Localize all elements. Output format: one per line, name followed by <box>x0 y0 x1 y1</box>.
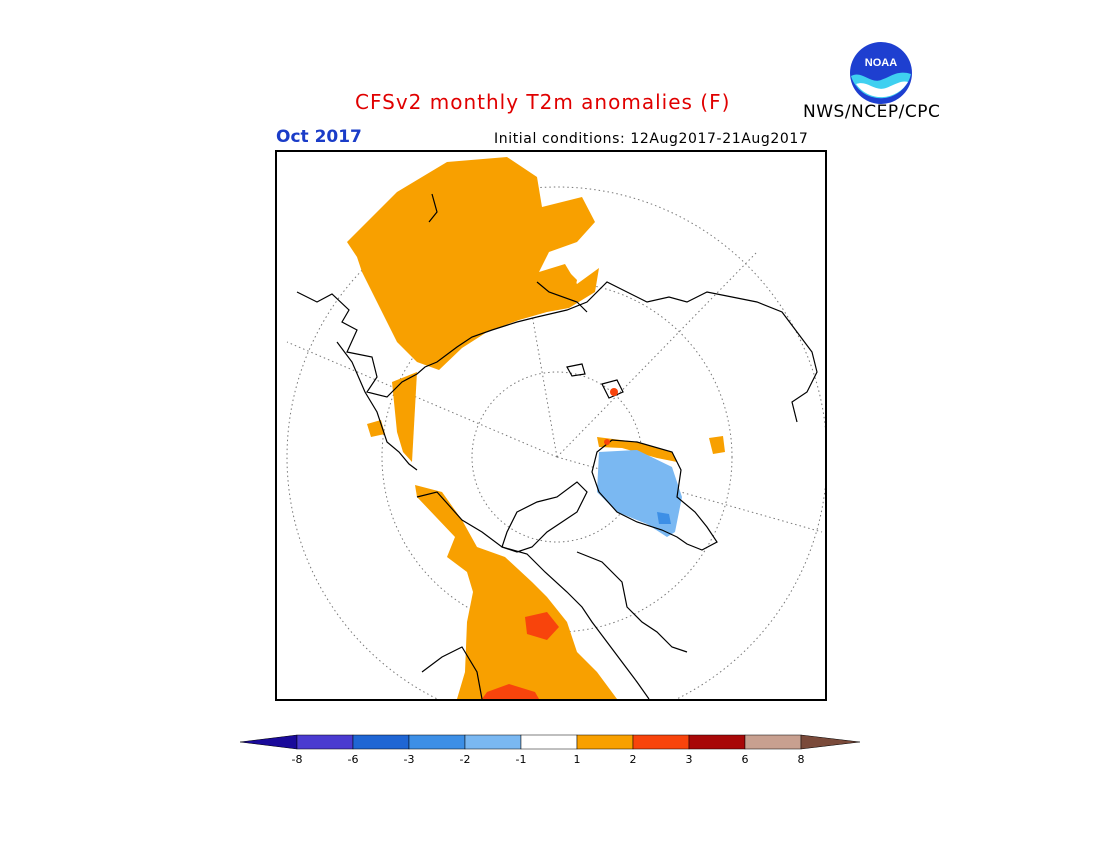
colorbar-tick-label: -8 <box>291 753 303 766</box>
warm-spot-greenland-coast <box>604 439 610 445</box>
warm-anomaly-siberia-east <box>547 270 577 304</box>
colorbar-tick-label: -1 <box>515 753 527 766</box>
colorbar-tick-label: 8 <box>797 753 805 766</box>
warm-anomaly-scandinavia <box>392 372 417 462</box>
colorbar-swatch <box>744 734 802 750</box>
cool-anomaly-greenland-strong <box>657 512 671 524</box>
colorbar-tick-label: -3 <box>403 753 415 766</box>
colorbar-swatch <box>688 734 746 750</box>
warm-anomaly-na-strong <box>525 612 559 640</box>
meridian-line <box>556 251 758 458</box>
meridian-line <box>556 456 823 533</box>
initial-conditions: Initial conditions: 12Aug2017-21Aug2017 <box>494 131 809 147</box>
coastline-europe <box>296 291 538 398</box>
coastline-novaya-zemlya <box>536 281 588 313</box>
colorbar-tick-label: -6 <box>347 753 359 766</box>
colorbar-tick-label: 2 <box>629 753 637 766</box>
colorbar <box>240 734 860 750</box>
colorbar-tick-label: 6 <box>741 753 749 766</box>
coastline-canada-archipelago <box>501 481 588 553</box>
colorbar-swatch <box>464 734 522 750</box>
coastline-asia-arctic <box>536 281 818 423</box>
map-title: CFSv2 monthly T2m anomalies (F) <box>355 90 731 114</box>
noaa-logo: NOAA <box>850 42 912 104</box>
coastline-greenland <box>591 439 718 551</box>
colorbar-tick-label: 1 <box>573 753 581 766</box>
coastline-hudson-bay <box>576 551 688 653</box>
colorbar-swatch <box>632 734 690 750</box>
warm-anomaly-siberia <box>347 157 599 370</box>
coastline-scandinavia <box>336 341 418 471</box>
warm-anomaly-iceland <box>709 436 725 454</box>
colorbar-swatch <box>296 734 354 750</box>
colorbar-swatch <box>576 734 634 750</box>
coastline-north-america <box>416 491 650 699</box>
colorbar-swatch <box>520 734 578 750</box>
coastline-lake-baikal <box>428 193 438 223</box>
polar-map <box>275 150 827 701</box>
polar-map-svg <box>286 157 825 699</box>
coastline-alaska <box>421 646 483 699</box>
colorbar-swatch <box>352 734 410 750</box>
colorbar-tick-label: -2 <box>459 753 471 766</box>
warm-anomaly-greenland-north <box>597 437 677 462</box>
agency-label: NWS/NCEP/CPC <box>803 102 941 122</box>
warm-spot-svalbard <box>610 388 618 396</box>
colorbar-low-triangle <box>240 734 298 750</box>
coastline-franz-josef <box>566 363 586 377</box>
colorbar-tick-label: 3 <box>685 753 693 766</box>
coastlines <box>296 193 818 699</box>
logo-text: NOAA <box>865 57 897 69</box>
forecast-month: Oct 2017 <box>276 127 362 147</box>
coastline-svalbard <box>601 379 624 399</box>
warm-anomaly-na-south-strong <box>482 684 539 699</box>
warm-anomaly-north-america <box>415 485 617 699</box>
colorbar-swatch <box>408 734 466 750</box>
colorbar-high-triangle <box>800 734 860 750</box>
